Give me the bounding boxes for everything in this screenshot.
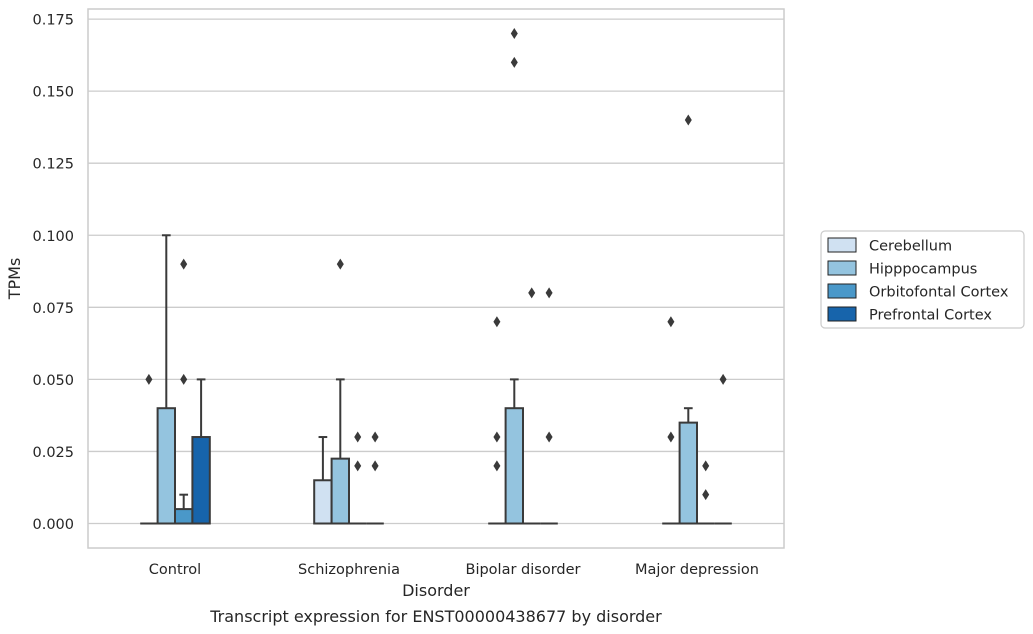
outlier-point xyxy=(545,431,553,443)
x-axis-label: Disorder xyxy=(402,581,470,600)
outlier-point xyxy=(354,460,362,472)
legend-swatch xyxy=(827,306,857,322)
box-rect xyxy=(504,407,525,525)
outlier-point xyxy=(336,258,344,270)
y-tick-label: 0.150 xyxy=(32,85,74,101)
outlier-point xyxy=(493,316,501,328)
x-tick-label: Schizophrenia xyxy=(298,562,400,578)
y-tick-label: 0.125 xyxy=(32,157,74,173)
legend-label: Prefrontal Cortex xyxy=(869,308,992,324)
x-tick-label: Bipolar disorder xyxy=(466,562,581,578)
y-tick-label: 0.100 xyxy=(32,229,74,245)
y-axis-ticks: 0.000 0.025 0.050 0.075 0.100 0.125 0.150 0.175 xyxy=(32,13,74,533)
x-tick-label: Major depression xyxy=(635,562,759,578)
legend-label: Hipppocampus xyxy=(869,262,977,278)
box-cerebellum xyxy=(313,436,333,525)
box-hipppocampus xyxy=(330,378,351,525)
box-prefrontal-cortex xyxy=(191,378,211,525)
outlier-point xyxy=(493,460,501,472)
outlier-point xyxy=(371,431,379,443)
box-orbitofontal-cortex xyxy=(174,493,194,525)
y-tick-label: 0.050 xyxy=(32,373,74,389)
box-rect xyxy=(678,421,698,525)
boxes xyxy=(140,234,732,525)
y-axis-label: TPMs xyxy=(5,258,24,301)
y-tick-label: 0.175 xyxy=(32,13,74,29)
legend-label: Cerebellum xyxy=(869,239,952,255)
box-rect xyxy=(313,479,333,525)
y-tick-label: 0.000 xyxy=(32,517,74,533)
legend-swatch xyxy=(827,283,857,299)
outlier-point xyxy=(180,373,188,385)
outlier-point xyxy=(702,460,710,472)
outlier-point xyxy=(528,287,536,299)
outliers xyxy=(145,28,727,501)
outlier-point xyxy=(667,316,675,328)
outlier-point xyxy=(702,489,710,501)
y-tick-label: 0.075 xyxy=(32,301,74,317)
outlier-point xyxy=(545,287,553,299)
outlier-point xyxy=(667,431,675,443)
x-tick-label: Control xyxy=(149,562,201,578)
box-rect xyxy=(330,457,351,525)
outlier-point xyxy=(684,114,692,126)
box-rect xyxy=(191,436,211,525)
outlier-point xyxy=(145,373,153,385)
box-rect xyxy=(156,407,177,525)
plot-frame xyxy=(87,8,785,549)
box-hipppocampus xyxy=(504,378,525,525)
legend-swatch xyxy=(827,260,857,276)
outlier-point xyxy=(493,431,501,443)
legend-frame xyxy=(820,230,1025,329)
legend: Cerebellum Hipppocampus Orbitofontal Corte… xyxy=(820,230,1025,329)
box-hipppocampus xyxy=(156,234,177,525)
outlier-point xyxy=(371,460,379,472)
legend-label: Orbitofontal Cortex xyxy=(869,285,1009,301)
box-hipppocampus xyxy=(678,407,698,525)
chart-title: Transcript expression for ENST0000043867… xyxy=(209,607,662,626)
outlier-point xyxy=(510,56,518,68)
outlier-point xyxy=(510,28,518,39)
outlier-point xyxy=(719,373,727,385)
x-axis-ticks: Control Schizophrenia Bipolar disorder Majo… xyxy=(149,562,759,578)
y-tick-label: 0.025 xyxy=(32,445,74,461)
outlier-point xyxy=(354,431,362,443)
legend-swatch xyxy=(827,237,857,253)
box-rect xyxy=(174,508,194,525)
outlier-point xyxy=(180,258,188,270)
